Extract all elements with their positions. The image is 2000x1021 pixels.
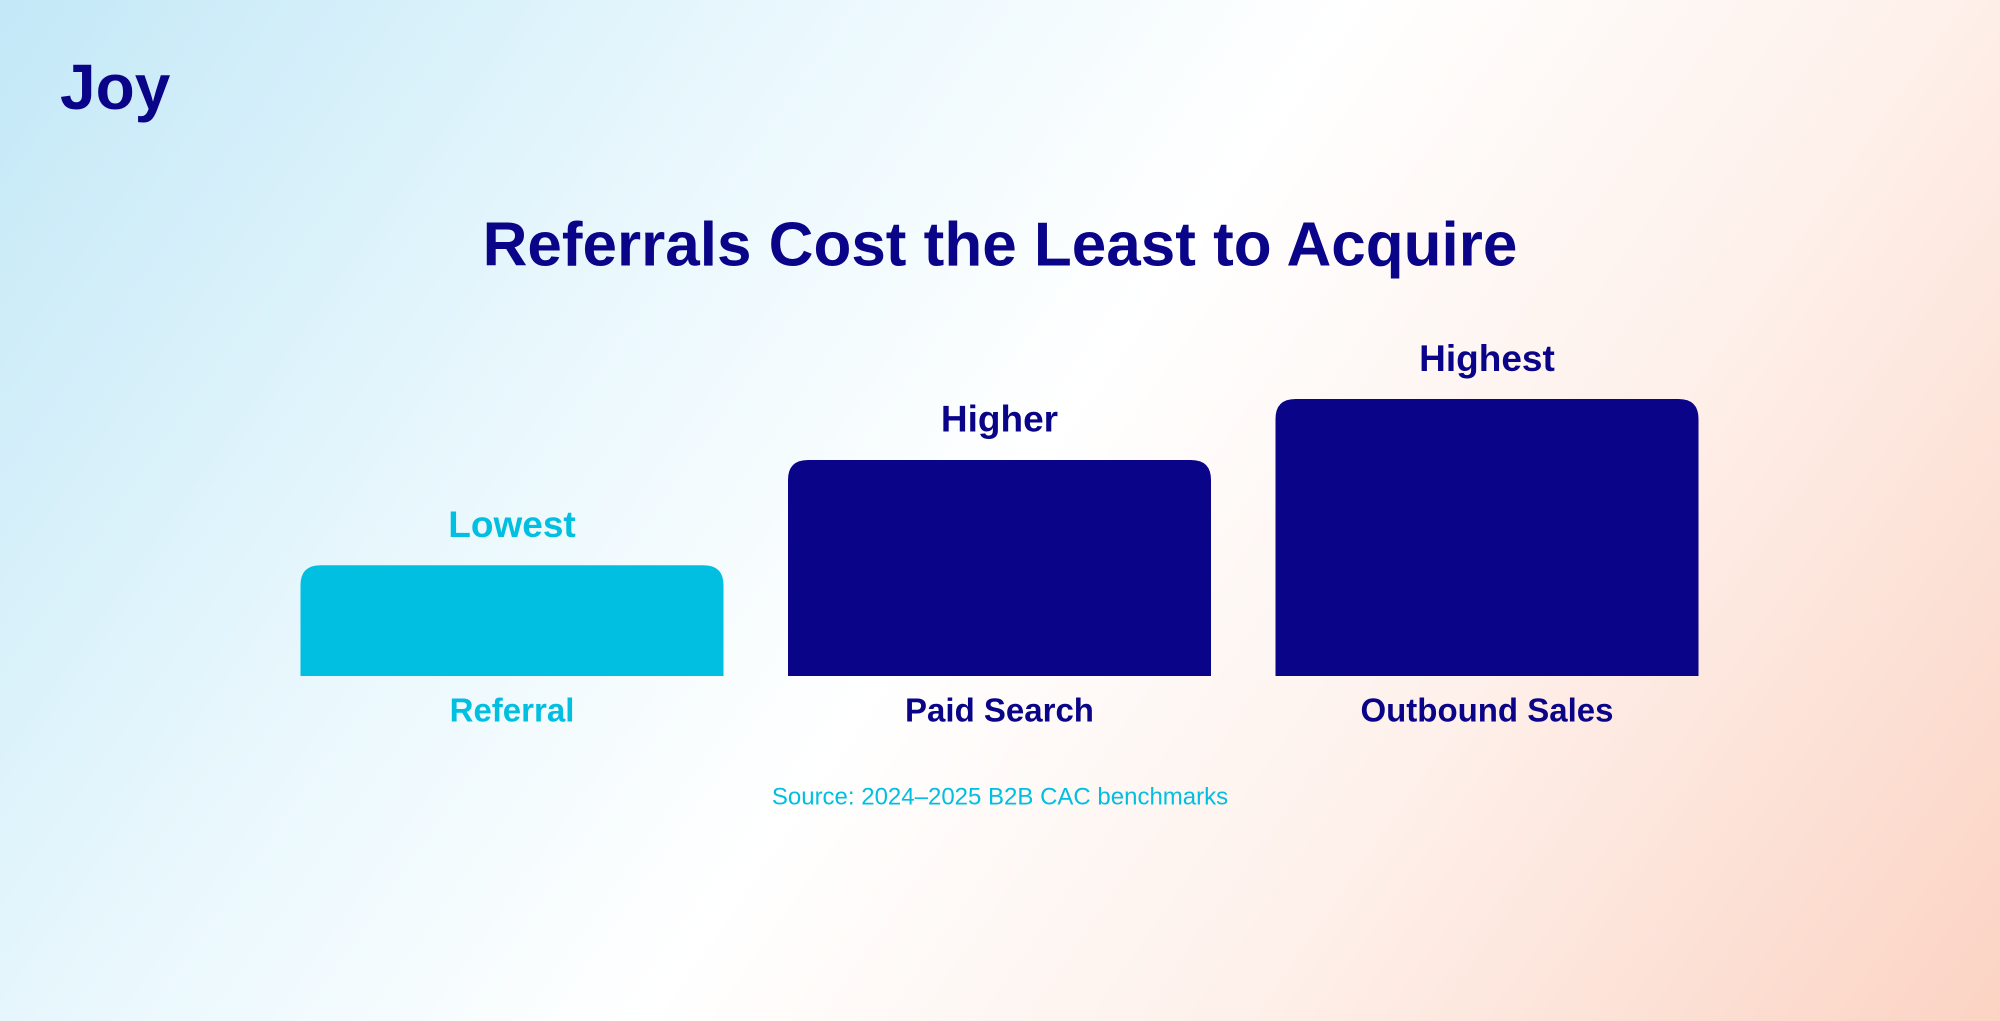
logo: Joy xyxy=(60,51,171,123)
x-tick-label: Paid Search xyxy=(905,692,1094,729)
value-label: Lowest xyxy=(448,504,575,545)
bar xyxy=(788,459,1211,676)
x-tick-label: Outbound Sales xyxy=(1360,692,1613,729)
chart-title: Referrals Cost the Least to Acquire xyxy=(483,210,1518,279)
source-note: Source: 2024–2025 B2B CAC benchmarks xyxy=(772,783,1228,810)
bar xyxy=(1275,399,1699,676)
x-tick-label: Referral xyxy=(450,692,575,729)
bar xyxy=(300,565,724,676)
value-label: Highest xyxy=(1419,338,1555,379)
value-label: Higher xyxy=(941,399,1058,440)
